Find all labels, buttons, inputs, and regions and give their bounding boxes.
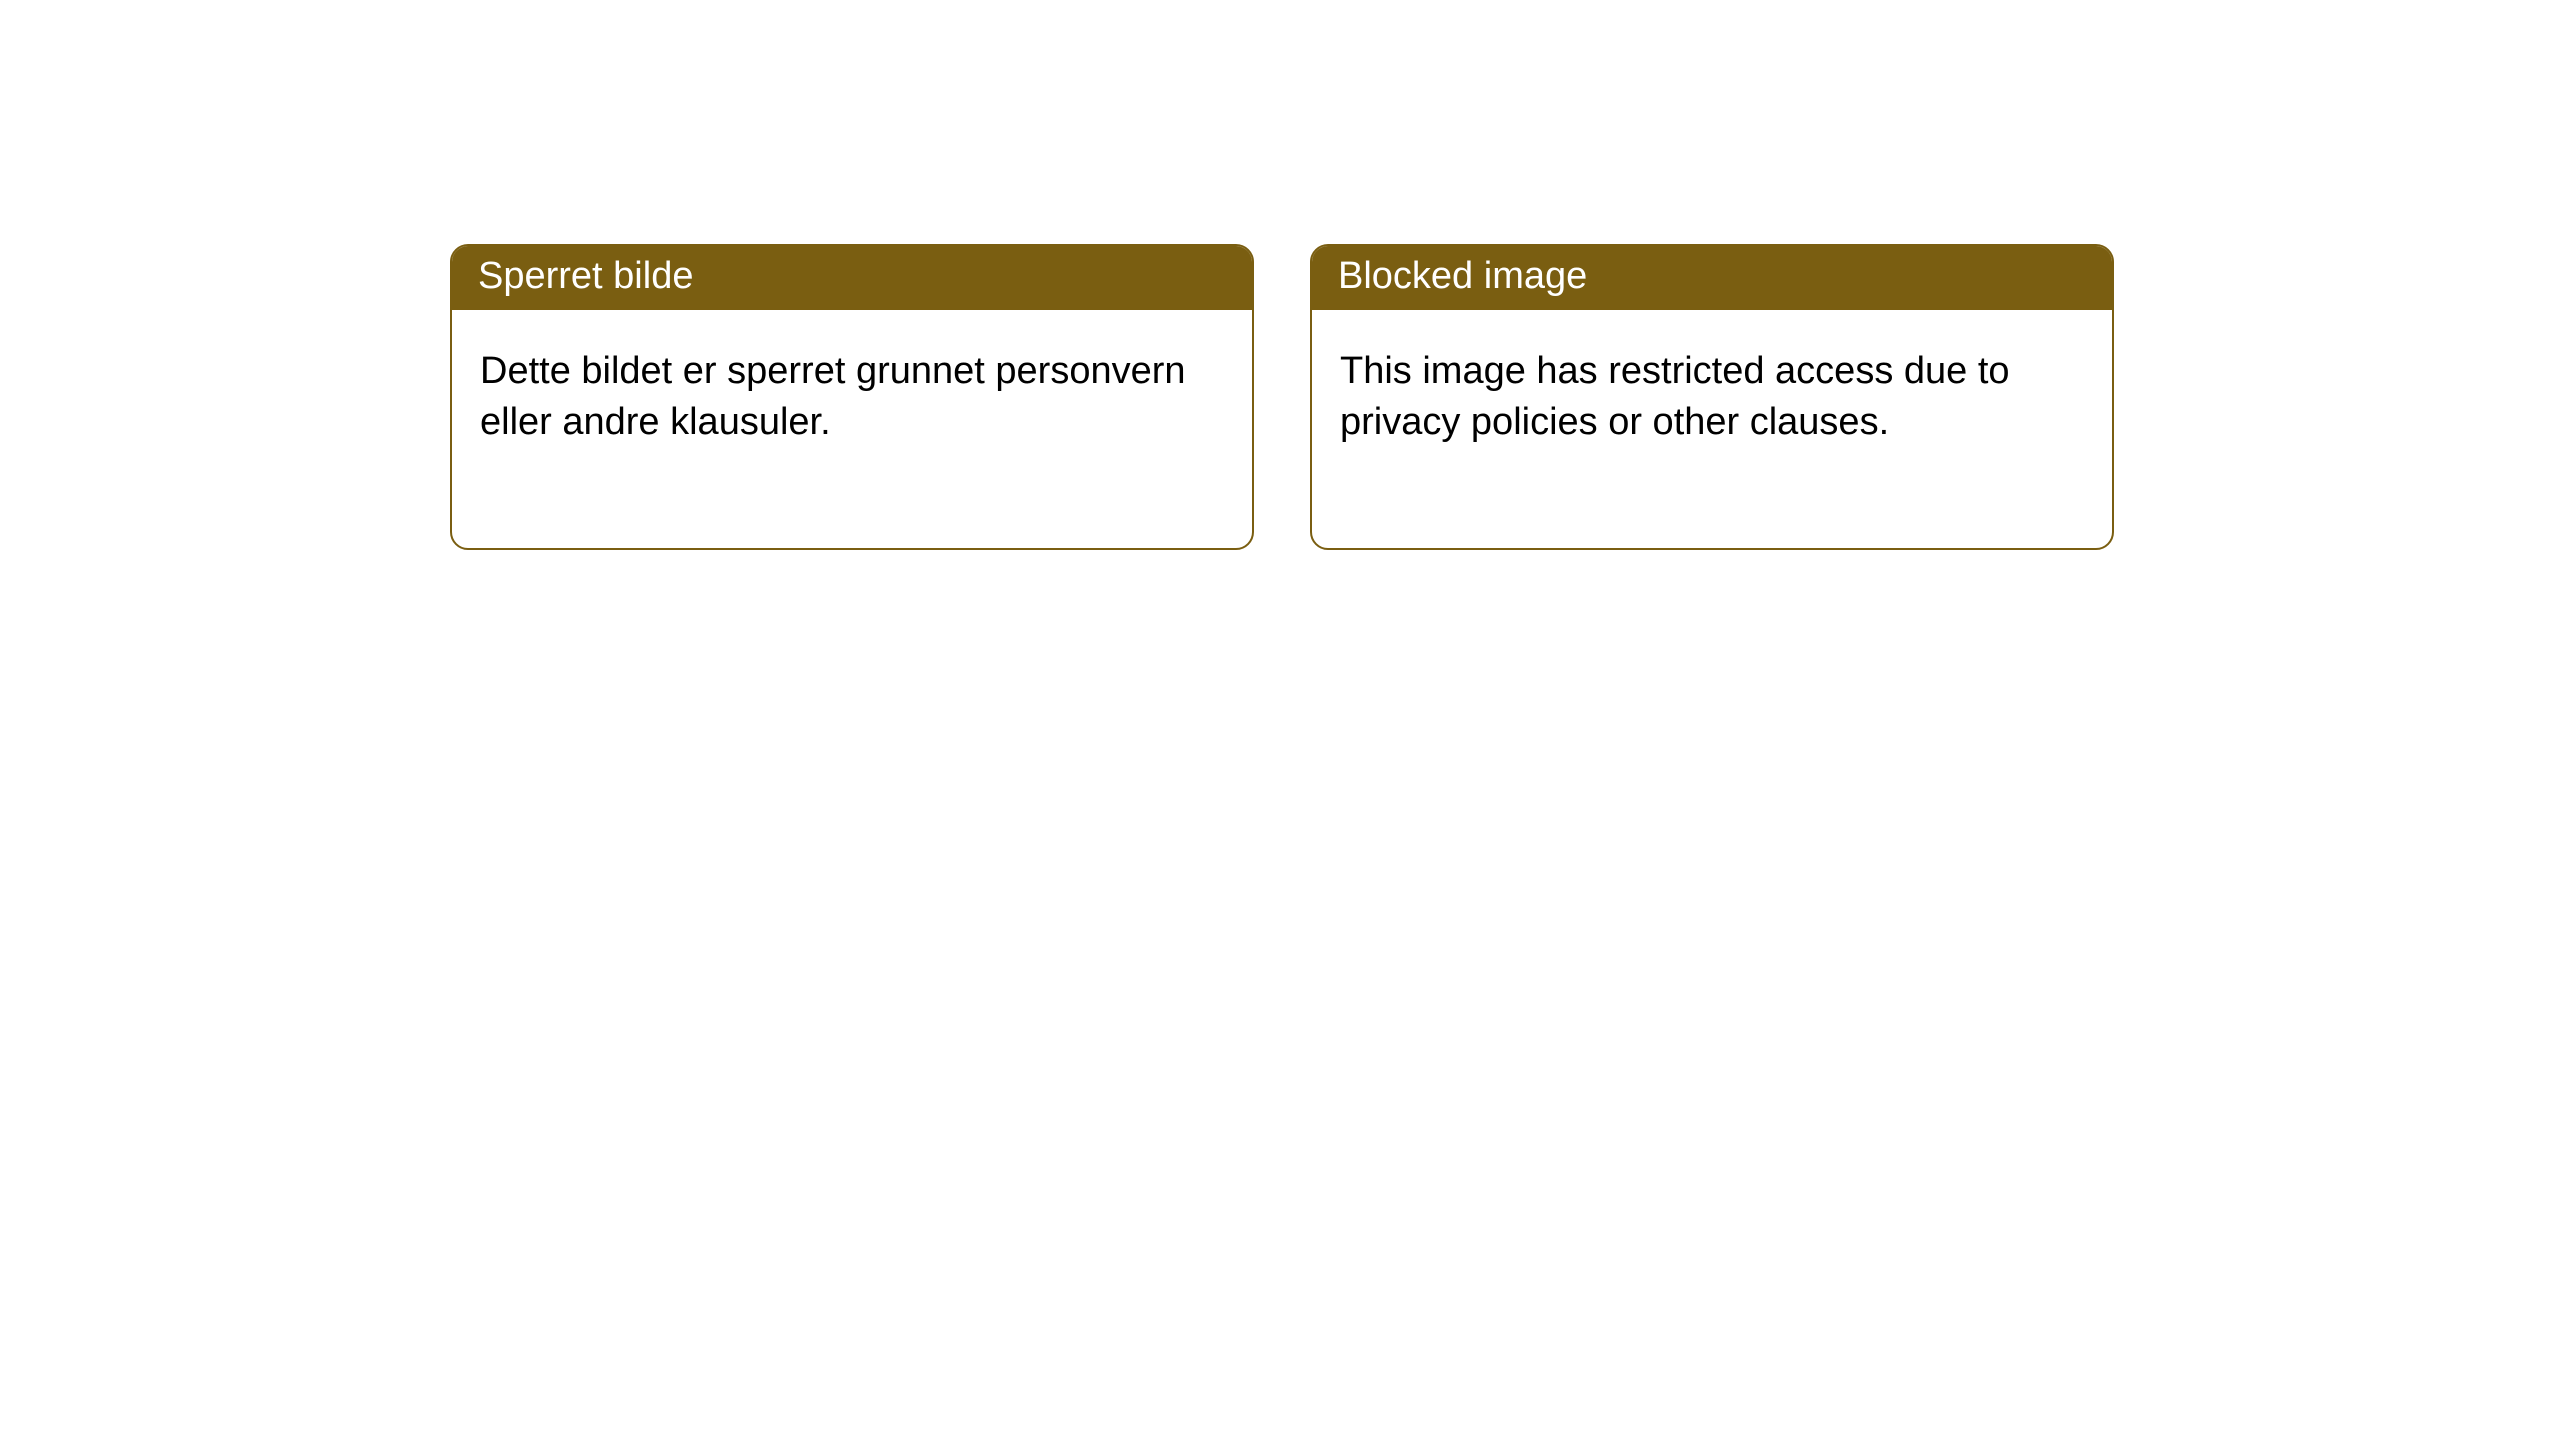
notice-body-english: This image has restricted access due to … [1312, 310, 2112, 497]
notice-header-norwegian: Sperret bilde [452, 246, 1252, 310]
notice-body-norwegian: Dette bildet er sperret grunnet personve… [452, 310, 1252, 549]
notice-header-english: Blocked image [1312, 246, 2112, 310]
notice-container: Sperret bilde Dette bildet er sperret gr… [0, 0, 2560, 550]
notice-box-english: Blocked image This image has restricted … [1310, 244, 2114, 550]
notice-box-norwegian: Sperret bilde Dette bildet er sperret gr… [450, 244, 1254, 550]
